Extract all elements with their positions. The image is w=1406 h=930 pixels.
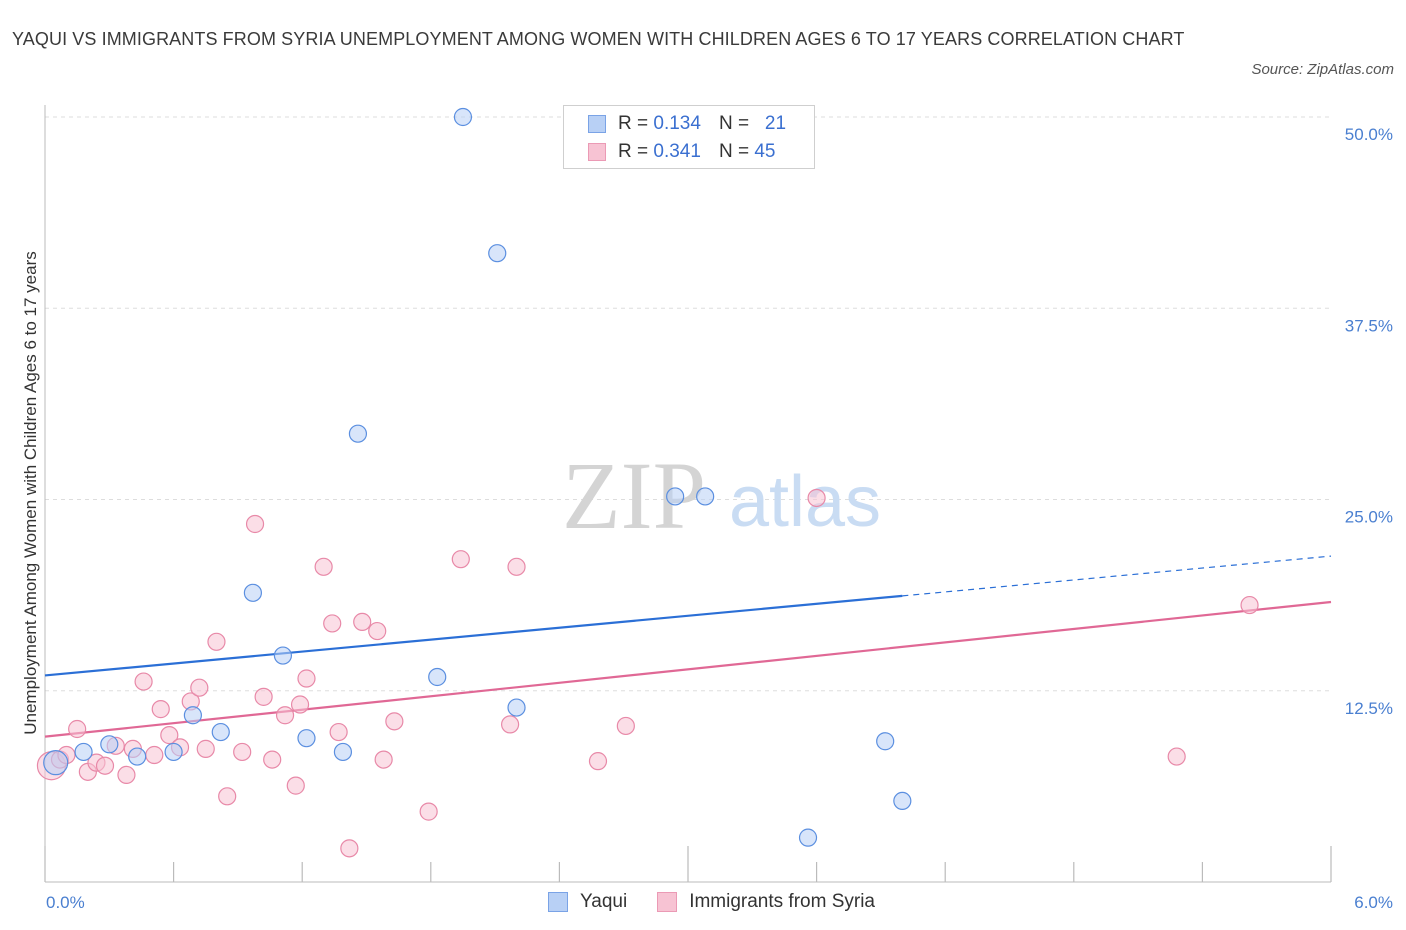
point-yaqui bbox=[428, 667, 447, 687]
y-tick-label: 37.5% bbox=[1345, 316, 1393, 335]
point-yaqui bbox=[297, 729, 316, 748]
point-yaqui bbox=[507, 698, 526, 717]
point-syria bbox=[286, 776, 305, 795]
x-tick-label: 6.0% bbox=[1354, 893, 1393, 912]
watermark-zip: ZIP bbox=[562, 442, 706, 549]
axes bbox=[44, 105, 1332, 883]
legend-label-syria: Immigrants from Syria bbox=[689, 891, 875, 912]
point-yaqui bbox=[488, 244, 507, 263]
point-syria bbox=[616, 716, 635, 736]
watermark-atlas: atlas bbox=[729, 462, 881, 542]
legend-label-yaqui: Yaqui bbox=[580, 891, 628, 912]
point-syria bbox=[95, 756, 115, 775]
y-tick-label: 50.0% bbox=[1345, 125, 1393, 144]
legend-r-label: R = bbox=[618, 113, 649, 134]
point-syria bbox=[1167, 747, 1186, 766]
point-yaqui bbox=[348, 424, 368, 443]
stats-legend: R = 0.134 N = 21 R = 0.341 N = 45 bbox=[563, 105, 815, 169]
legend-n-label: N = bbox=[718, 141, 750, 162]
point-syria bbox=[368, 621, 387, 641]
point-yaqui bbox=[876, 732, 895, 751]
legend-item-yaqui: Yaqui bbox=[548, 891, 627, 913]
point-yaqui bbox=[183, 706, 202, 725]
legend-swatch-syria bbox=[657, 892, 678, 912]
chart-title: YAQUI VS IMMIGRANTS FROM SYRIA UNEMPLOYM… bbox=[12, 29, 1185, 49]
point-syria bbox=[385, 712, 404, 731]
point-yaqui bbox=[74, 742, 93, 762]
point-syria bbox=[374, 750, 393, 769]
point-yaqui bbox=[164, 742, 183, 762]
legend-swatch-syria bbox=[588, 143, 606, 161]
point-yaqui bbox=[666, 487, 685, 506]
trend-line-yaqui-extension bbox=[902, 555, 1332, 597]
point-yaqui bbox=[453, 107, 473, 127]
point-syria bbox=[1240, 595, 1259, 615]
data-points bbox=[36, 107, 1259, 858]
legend-n-label: N = bbox=[718, 113, 750, 134]
point-syria bbox=[507, 557, 526, 576]
trend-line-yaqui bbox=[44, 594, 903, 677]
point-syria bbox=[340, 839, 359, 858]
point-yaqui bbox=[100, 735, 119, 754]
point-syria bbox=[117, 765, 136, 785]
point-syria bbox=[134, 672, 153, 691]
point-yaqui bbox=[893, 791, 912, 811]
point-yaqui bbox=[128, 747, 147, 766]
legend-row-syria: R = 0.341 N = 45 bbox=[588, 140, 775, 164]
point-syria bbox=[233, 742, 252, 762]
y-axis-label: Unemployment Among Women with Children A… bbox=[21, 251, 40, 735]
trend-lines bbox=[44, 555, 1332, 738]
series-legend: Yaqui Immigrants from Syria bbox=[548, 889, 905, 915]
watermark: ZIP atlas bbox=[562, 442, 881, 549]
point-syria bbox=[501, 715, 520, 734]
y-tick-label: 25.0% bbox=[1345, 508, 1393, 527]
point-syria bbox=[353, 612, 372, 632]
point-syria bbox=[68, 719, 87, 739]
point-syria bbox=[151, 700, 170, 719]
point-yaqui bbox=[273, 646, 293, 665]
tick-labels: 12.5% 25.0% 37.5% 50.0% 0.0% 6.0% bbox=[46, 125, 1393, 912]
point-yaqui bbox=[43, 750, 69, 776]
point-yaqui bbox=[798, 828, 818, 847]
grid bbox=[45, 116, 1331, 692]
x-tick-label: 0.0% bbox=[46, 893, 85, 912]
point-syria bbox=[314, 557, 333, 576]
point-yaqui bbox=[243, 583, 263, 602]
legend-r-label: R = bbox=[618, 141, 649, 162]
y-tick-label: 12.5% bbox=[1345, 699, 1393, 718]
point-syria bbox=[323, 614, 342, 633]
legend-n-value: 45 bbox=[754, 141, 776, 162]
point-syria bbox=[145, 745, 164, 765]
legend-r-value: 0.134 bbox=[653, 113, 701, 134]
point-syria bbox=[297, 669, 316, 688]
legend-row-yaqui: R = 0.134 N = 21 bbox=[588, 112, 786, 136]
legend-swatch-yaqui bbox=[588, 115, 606, 133]
source-label: Source: ZipAtlas.com bbox=[1251, 61, 1394, 78]
point-yaqui bbox=[696, 487, 715, 506]
point-syria bbox=[275, 706, 295, 725]
point-syria bbox=[588, 752, 608, 771]
point-syria bbox=[254, 687, 273, 706]
point-syria bbox=[190, 678, 209, 697]
legend-r-value: 0.341 bbox=[653, 141, 701, 162]
point-syria bbox=[290, 695, 310, 714]
point-yaqui bbox=[333, 742, 353, 762]
legend-swatch-yaqui bbox=[548, 892, 568, 912]
point-syria bbox=[451, 550, 470, 569]
point-syria bbox=[807, 488, 826, 508]
point-syria bbox=[196, 739, 215, 758]
point-syria bbox=[263, 750, 282, 769]
legend-n-value: 21 bbox=[764, 113, 787, 134]
point-syria bbox=[160, 726, 179, 745]
point-syria bbox=[419, 802, 438, 821]
legend-item-syria: Immigrants from Syria bbox=[657, 891, 875, 913]
point-syria bbox=[207, 632, 226, 651]
point-syria bbox=[245, 514, 265, 534]
point-yaqui bbox=[211, 722, 230, 742]
point-syria bbox=[329, 722, 348, 742]
trend-line-syria bbox=[44, 600, 1332, 738]
point-syria bbox=[218, 787, 237, 806]
